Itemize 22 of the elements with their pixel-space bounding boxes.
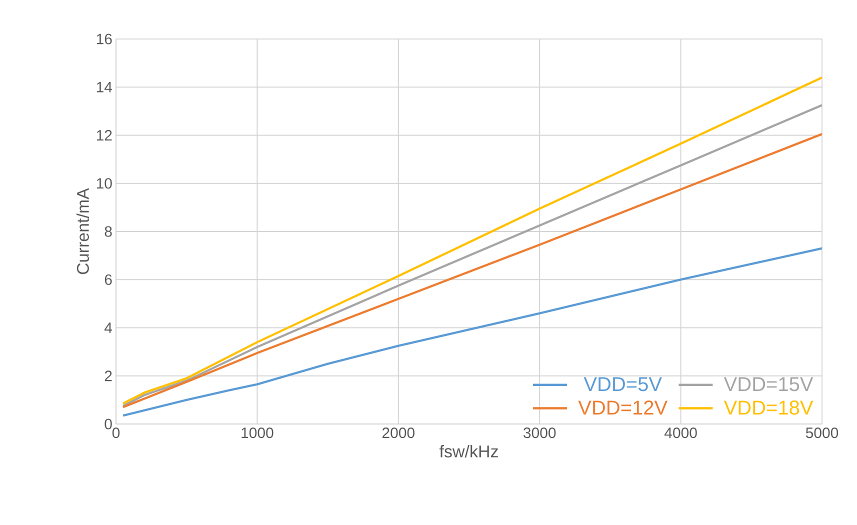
x-axis-title: fsw/kHz: [439, 444, 498, 458]
x-tick-label: 0: [112, 428, 120, 438]
legend-label: VDD=12V: [578, 400, 668, 414]
y-tick-label: 14: [96, 82, 112, 92]
x-tick-label: 5000: [806, 428, 838, 438]
legend-label: VDD=5V: [584, 377, 662, 392]
y-axis-title: Current/mA: [76, 188, 89, 274]
y-tick-label: 4: [104, 322, 112, 333]
x-tick-label: 4000: [664, 428, 697, 438]
y-tick-label: 8: [104, 226, 112, 237]
legend-label: VDD=18V: [724, 400, 814, 415]
y-tick-label: 6: [104, 274, 112, 285]
x-tick-label: 2000: [382, 428, 414, 438]
x-tick-label: 1000: [242, 428, 274, 438]
line-series: [122, 247, 822, 417]
x-tick-label: 3000: [523, 428, 556, 438]
y-tick-label: 10: [96, 178, 112, 189]
y-tick-label: 12: [96, 130, 112, 140]
y-tick-label: 0: [104, 418, 112, 430]
legend-label: VDD=15V: [724, 377, 814, 392]
y-tick-label: 2: [104, 370, 112, 382]
y-tick-label: 16: [96, 34, 112, 44]
